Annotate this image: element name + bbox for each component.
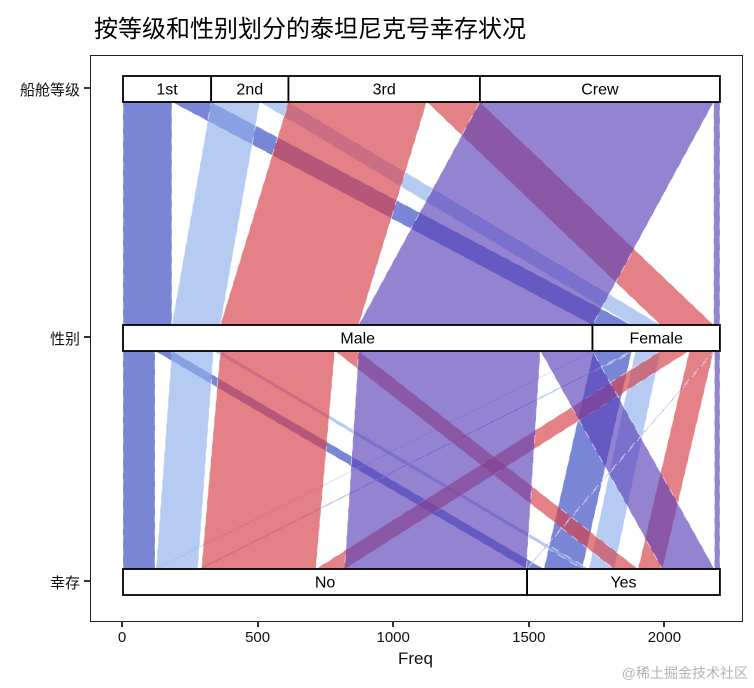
axis-bar-female bbox=[591, 324, 721, 352]
x-tick-mark bbox=[121, 621, 123, 627]
axis-bar-label: Crew bbox=[581, 82, 619, 99]
x-tick-mark bbox=[392, 621, 395, 627]
x-tick-label: 2000 bbox=[647, 629, 682, 646]
axis-bar-crew bbox=[478, 75, 721, 103]
y-axis-label-survival: 幸存 bbox=[49, 575, 80, 592]
flow-ribbon bbox=[155, 350, 215, 570]
x-tick-label: 1500 bbox=[512, 629, 546, 646]
x-tick-mark bbox=[663, 621, 666, 627]
x-tick-label: 0 bbox=[117, 629, 127, 646]
y-axis-label-class: 船舱等级 bbox=[19, 82, 80, 99]
axis-bar-2nd bbox=[210, 75, 290, 103]
axis-bar-label: 2nd bbox=[236, 82, 263, 99]
axis-bar-label: 1st bbox=[156, 82, 178, 99]
plot-panel: 1st 2nd 3rd Crew Male Female No Yes bbox=[90, 55, 743, 622]
axis-bar-yes bbox=[526, 568, 721, 596]
axis-bar-label: Yes bbox=[610, 575, 636, 592]
x-tick-mark bbox=[527, 621, 530, 627]
axis-bar-male bbox=[122, 324, 594, 352]
x-tick-label: 500 bbox=[245, 629, 271, 646]
axis-bar-3rd bbox=[287, 75, 481, 103]
flow-ribbon bbox=[200, 350, 336, 570]
plot-svg: 1st 2nd 3rd Crew Male Female No Yes bbox=[122, 75, 721, 596]
x-axis-title: Freq bbox=[398, 649, 433, 668]
y-axis-label-sex: 性别 bbox=[49, 331, 80, 348]
x-tick-label: 1000 bbox=[376, 629, 410, 646]
y-tick-mark bbox=[84, 580, 90, 582]
y-tick-mark bbox=[84, 336, 90, 338]
flow-ribbon bbox=[713, 350, 721, 570]
axis-bar-label: Male bbox=[340, 331, 375, 348]
flow-ribbon bbox=[122, 350, 156, 570]
x-axis: 0 500 1000 1500 2000 bbox=[0, 621, 754, 663]
axis-bar-no bbox=[122, 568, 528, 596]
axis-bar-label: No bbox=[315, 575, 336, 592]
axis-bar-label: Female bbox=[629, 331, 682, 348]
flow-ribbon bbox=[713, 101, 721, 326]
y-tick-mark bbox=[84, 87, 90, 89]
x-tick-mark bbox=[256, 621, 259, 627]
flow-ribbon bbox=[122, 101, 173, 326]
watermark: @稀土掘金技术社区 bbox=[621, 665, 748, 681]
axis-bar-label: 3rd bbox=[373, 82, 396, 99]
chart-title: 按等级和性别划分的泰坦尼克号幸存状况 bbox=[94, 16, 526, 43]
flow-ribbon bbox=[344, 350, 541, 570]
axis-bar-1st bbox=[122, 75, 213, 103]
